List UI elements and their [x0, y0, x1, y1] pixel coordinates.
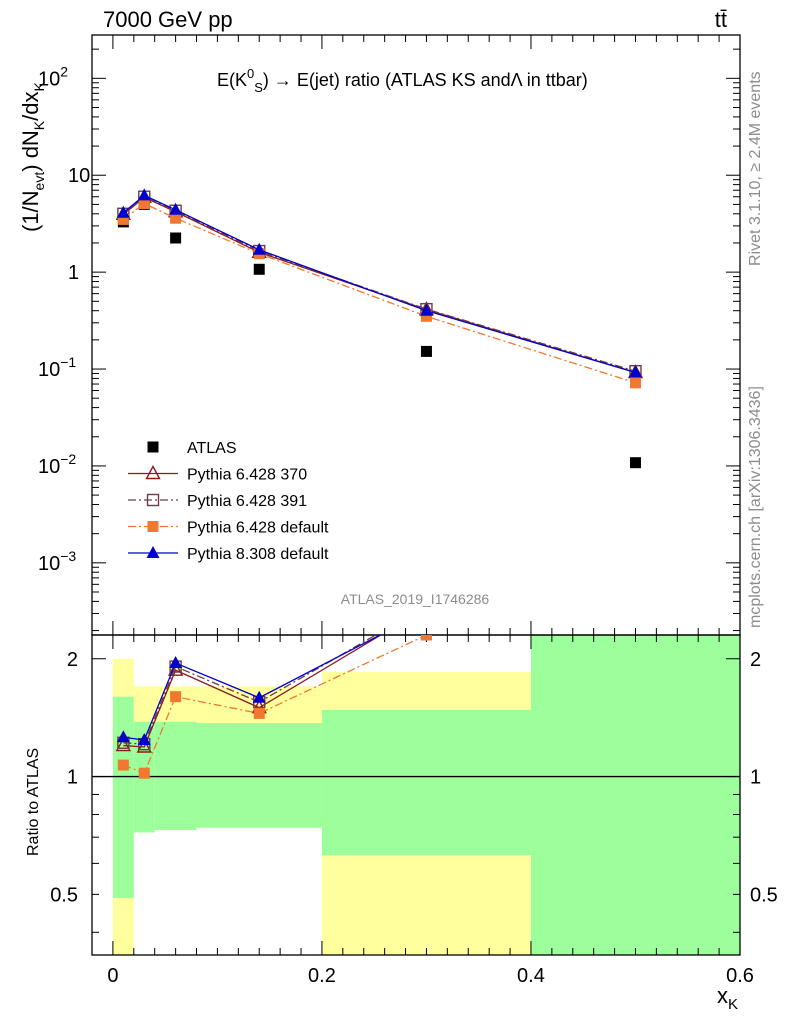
legend-marker-atlas [147, 441, 159, 453]
legend-label-pythia-6-428-391: Pythia 6.428 391 [187, 493, 307, 510]
ratio-point-pythia-6-428-default [420, 635, 432, 641]
ratio-ytick-label: 1 [67, 767, 78, 789]
ratio-point-pythia-8-308-default [169, 656, 183, 669]
ratio-point-pythia-6-428-default [170, 691, 182, 703]
ratio-frame [91, 634, 741, 956]
ratio-point-pythia-6-428-default [253, 707, 265, 719]
point-pythia-6-428-default [629, 377, 641, 389]
ratio-point-pythia-6-428-370 [629, 406, 642, 418]
ratio-xtick-label: 0.4 [517, 965, 545, 987]
line-pythia-6-428-391 [122, 195, 636, 372]
point-atlas [253, 263, 265, 275]
legend-label-pythia-6-428-370: Pythia 6.428 370 [187, 467, 307, 484]
ratio-ytick-label: 2 [67, 649, 78, 671]
ratio-point-pythia-6-428-default [630, 448, 641, 459]
ratio-point-pythia-8-308-default [629, 406, 642, 418]
header-right: tt̄ [715, 7, 727, 32]
header-left: 7000 GeV pp [103, 7, 233, 32]
point-pythia-8-308-default [628, 365, 642, 378]
point-pythia-8-308-default [169, 202, 183, 215]
main-ytick-label: 10−1 [38, 354, 76, 381]
point-atlas [420, 345, 432, 357]
band-green-5 [530, 635, 740, 955]
ratio-point-pythia-6-428-default [117, 759, 129, 771]
legend-marker-pythia-6-428-default [147, 521, 159, 532]
main-ytick-label: 10 [68, 165, 90, 187]
ratio-point-pythia-6-428-370 [115, 737, 132, 752]
point-pythia-8-308-default [419, 303, 433, 316]
point-atlas [170, 232, 182, 244]
main-ytick-label: 10−3 [38, 548, 76, 575]
main-ytick-label: 10−2 [38, 451, 76, 478]
point-pythia-6-428-default [170, 212, 182, 224]
ratio-point-pythia-6-428-391 [630, 401, 641, 412]
mcplots-label: mcplots.cern.ch [arXiv:1306.3436] [747, 386, 764, 628]
main-ytick-label: 102 [38, 63, 68, 90]
ratio-ytick-label-right: 0.5 [750, 884, 778, 906]
ratio-point-pythia-6-428-370 [167, 661, 184, 676]
main-series [115, 188, 644, 469]
ratio-ylabel: Ratio to ATLAS [25, 748, 42, 856]
point-pythia-6-428-default [420, 310, 432, 322]
point-pythia-8-308-default [137, 188, 151, 201]
rivet-label: Rivet 3.1.10, ≥ 2.4M events [747, 71, 764, 266]
point-pythia-8-308-default [116, 205, 130, 218]
legend-marker-pythia-6-428-391 [146, 493, 160, 507]
ratio-point-pythia-6-428-370 [136, 738, 152, 753]
ratio-point-pythia-6-428-default [138, 767, 150, 779]
point-pythia-8-308-default [252, 242, 266, 255]
ratio-series [115, 401, 642, 779]
band-green-0 [112, 696, 134, 898]
legend-label-pythia-8-308-default: Pythia 8.308 default [187, 546, 329, 563]
ratio-ytick-label-right: 2 [750, 649, 761, 671]
ratio-point-pythia-8-308-default [116, 730, 130, 743]
line-pythia-6-428-370 [122, 196, 636, 374]
line-pythia-8-308-default [122, 194, 636, 374]
ratio-ytick-label-right: 1 [750, 767, 761, 789]
legend-marker-pythia-8-308-default [146, 546, 160, 558]
ratio-ytick-label: 0.5 [50, 884, 78, 906]
legend-marker-pythia-6-428-370 [145, 465, 161, 480]
band-green-4 [321, 709, 531, 856]
ratio-xtick-label: 0 [107, 965, 118, 987]
uncertainty-bands [112, 635, 740, 955]
point-pythia-6-428-default [117, 213, 129, 225]
point-pythia-6-428-default [138, 198, 150, 210]
ratio-point-pythia-8-308-default [252, 690, 266, 703]
ratio-xlabel: xK [717, 983, 738, 1013]
chart-title: E(K0S) → E(jet) ratio (ATLAS KS andΛ in … [217, 66, 588, 95]
main-ytick-label: 1 [68, 262, 79, 284]
ratio-point-pythia-8-308-default [137, 733, 151, 746]
main-frame [91, 34, 741, 636]
ratio-xtick-label: 0.2 [308, 965, 336, 987]
legend-label-pythia-6-428-default: Pythia 6.428 default [187, 520, 329, 537]
main-ylabel: (1/Nevt) dNK/dxK [18, 81, 47, 232]
analysis-id: ATLAS_2019_I1746286 [341, 591, 490, 607]
legend-label-atlas: ATLAS [187, 440, 237, 457]
point-atlas [629, 457, 641, 469]
band-green-3 [196, 723, 322, 828]
ratio-xtick-label: 0.6 [726, 965, 754, 987]
